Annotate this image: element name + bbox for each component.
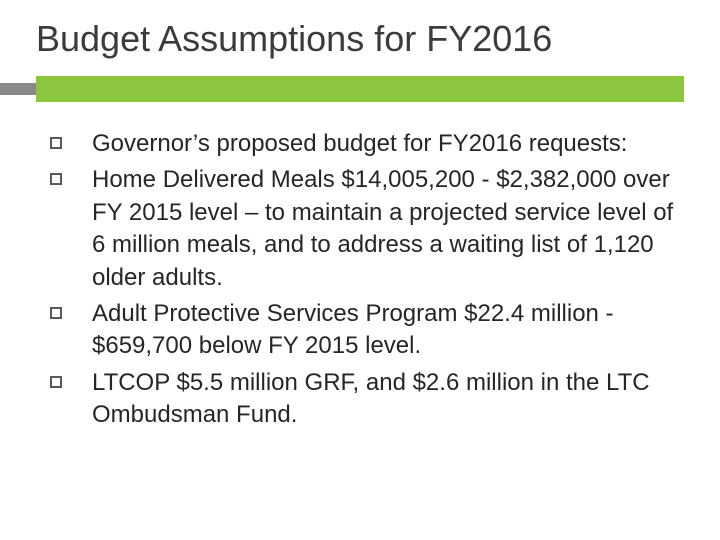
list-item: LTCOP $5.5 million GRF, and $2.6 million… <box>48 367 676 432</box>
list-item: Adult Protective Services Program $22.4 … <box>48 298 676 363</box>
bullet-text: LTCOP $5.5 million GRF, and $2.6 million… <box>92 369 650 428</box>
list-item: Home Delivered Meals $14,005,200 - $2,38… <box>48 164 676 294</box>
accent-green-block <box>36 76 684 102</box>
slide-title: Budget Assumptions for FY2016 <box>36 18 684 60</box>
bullet-text: Adult Protective Services Program $22.4 … <box>92 300 614 359</box>
bullet-list: Governor’s proposed budget for FY2016 re… <box>48 128 676 432</box>
bullet-text: Home Delivered Meals $14,005,200 - $2,38… <box>92 166 673 290</box>
content-area: Governor’s proposed budget for FY2016 re… <box>48 128 676 436</box>
accent-grey-block <box>0 83 36 95</box>
slide: Budget Assumptions for FY2016 Governor’s… <box>0 0 720 540</box>
list-item: Governor’s proposed budget for FY2016 re… <box>48 128 676 160</box>
bullet-text: Governor’s proposed budget for FY2016 re… <box>92 130 627 157</box>
